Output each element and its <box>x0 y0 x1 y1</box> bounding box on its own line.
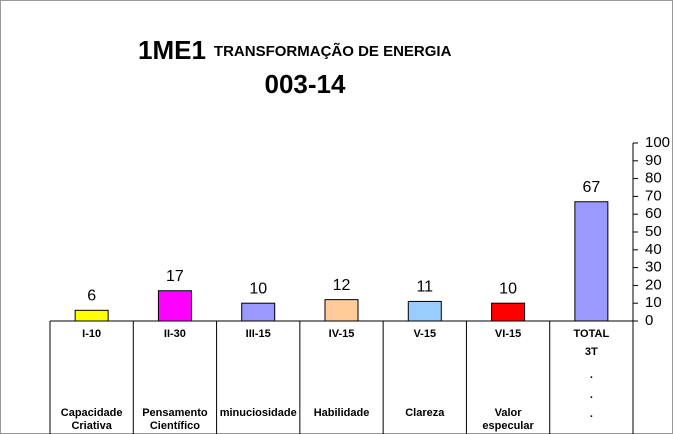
bar <box>407 300 442 322</box>
bar <box>74 309 109 322</box>
category-description: Pensamento Científico <box>142 407 208 432</box>
category-description: Capacidade Criativa <box>60 407 123 432</box>
data-label: 10 <box>249 280 267 297</box>
bar <box>157 290 192 322</box>
total-note: . <box>590 389 593 401</box>
y-tick-label: 70 <box>645 187 662 204</box>
data-label: 6 <box>87 288 96 305</box>
x-tick-label: TOTAL <box>574 328 610 340</box>
data-label: 17 <box>166 268 184 285</box>
title-line2: 003-14 <box>265 69 346 99</box>
bar <box>574 201 609 322</box>
total-note: . <box>590 369 593 381</box>
x-tick-label: VI-15 <box>495 328 521 340</box>
y-tick-label: 30 <box>645 259 662 276</box>
y-tick-label: 60 <box>645 205 662 222</box>
data-label: 67 <box>582 179 600 196</box>
x-tick-label: II-30 <box>164 328 186 340</box>
bar <box>491 302 526 322</box>
y-tick-label: 50 <box>645 223 662 240</box>
bar <box>241 302 276 322</box>
total-note: 3T <box>585 346 598 358</box>
y-tick-label: 90 <box>645 152 662 169</box>
y-tick-label: 100 <box>645 134 670 151</box>
data-label: 11 <box>416 279 433 296</box>
x-tick-label: V-15 <box>413 328 436 340</box>
bar <box>324 299 359 322</box>
x-tick-label: III-15 <box>246 328 271 340</box>
y-tick-label: 20 <box>645 276 662 293</box>
title-main: 1ME1 <box>138 35 206 65</box>
category-description: minuciosidade <box>219 407 297 419</box>
y-tick-label: 80 <box>645 170 662 187</box>
total-note: . <box>590 408 593 420</box>
title-sub: TRANSFORMAÇÃO DE ENERGIA <box>214 42 452 60</box>
category-description: Valor especular relativo <box>482 407 534 434</box>
category-description: Clareza <box>405 407 445 419</box>
y-tick-label: 0 <box>645 312 653 329</box>
chart-title: 1ME1 TRANSFORMAÇÃO DE ENERGIA <box>138 35 452 65</box>
y-tick-label: 10 <box>645 294 662 311</box>
data-label: 10 <box>499 280 517 297</box>
x-tick-label: IV-15 <box>329 328 355 340</box>
y-tick-label: 40 <box>645 241 662 258</box>
x-tick-label: I-10 <box>82 328 101 340</box>
category-description: Habilidade <box>313 407 370 419</box>
data-label: 12 <box>333 277 351 294</box>
